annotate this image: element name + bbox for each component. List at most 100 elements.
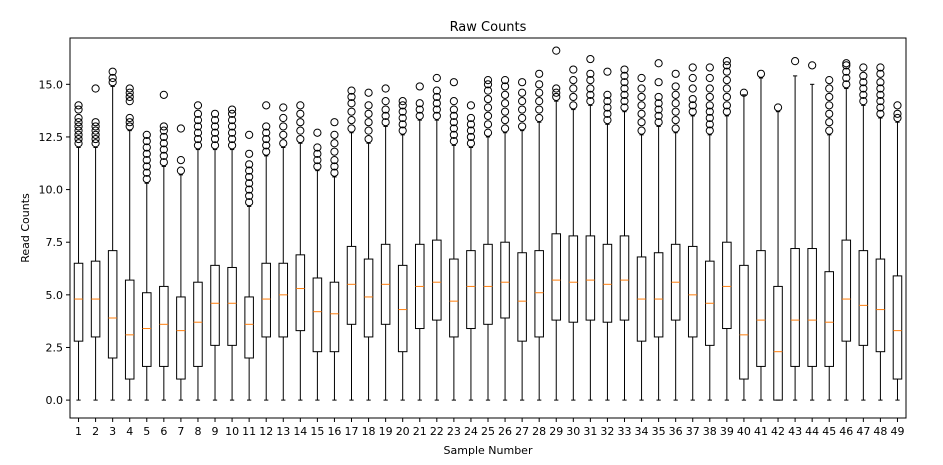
- box-sample-7: [176, 124, 186, 401]
- outlier-point: [671, 69, 680, 78]
- outlier-point: [637, 73, 646, 83]
- box-iqr: [551, 233, 562, 321]
- outlier-point: [603, 116, 612, 125]
- outlier-point: [398, 107, 407, 116]
- outlier-point: [142, 174, 151, 184]
- outlier-point: [432, 73, 441, 83]
- outlier-point: [74, 134, 83, 144]
- outlier-point: [825, 101, 834, 110]
- x-tick-label: 12: [259, 425, 273, 438]
- outlier-point: [859, 84, 868, 93]
- outlier-point: [381, 118, 390, 127]
- outlier-point: [125, 118, 134, 127]
- outlier-point: [535, 69, 544, 78]
- outlier-point: [876, 109, 885, 118]
- box-sample-14: [295, 101, 306, 401]
- box-sample-5: [142, 130, 152, 401]
- outlier-point: [347, 92, 356, 102]
- outlier-point: [705, 120, 714, 129]
- outlier-point: [483, 128, 493, 137]
- outlier-point: [569, 84, 578, 93]
- outlier-point: [296, 109, 305, 118]
- box-sample-22: [432, 73, 442, 401]
- outlier-point: [142, 168, 151, 177]
- outlier-point: [773, 103, 783, 112]
- outlier-point: [193, 116, 203, 125]
- outlier-point: [535, 113, 544, 123]
- box-iqr: [773, 285, 783, 401]
- outlier-point: [74, 139, 83, 148]
- y-tick-label: 12.5: [39, 131, 64, 144]
- box-iqr: [142, 292, 152, 367]
- outlier-point: [193, 128, 203, 137]
- outlier-point: [262, 128, 271, 137]
- outlier-point: [671, 107, 680, 116]
- outlier-point: [142, 149, 151, 158]
- outlier-point: [262, 134, 271, 144]
- outlier-point: [825, 92, 834, 102]
- box-sample-39: [722, 57, 732, 401]
- outlier-point: [245, 172, 254, 182]
- box-iqr: [363, 258, 374, 338]
- outlier-point: [637, 101, 646, 110]
- outlier-point: [313, 162, 322, 171]
- outlier-point: [876, 63, 885, 72]
- x-tick-label: 16: [327, 425, 341, 438]
- outlier-point: [535, 97, 544, 106]
- outlier-point: [722, 92, 731, 102]
- box-sample-43: [790, 57, 800, 401]
- outlier-point: [91, 118, 100, 127]
- outlier-point: [569, 76, 578, 85]
- x-axis: 1 2 3 4 5 6 7 8 9 10 11 12 13 14 15 16 17 18 19 20 21 22 23 24 2…: [75, 418, 904, 438]
- outlier-point: [227, 109, 237, 118]
- y-tick-label: 15.0: [39, 78, 64, 91]
- outlier-point: [210, 116, 220, 125]
- outlier-point: [552, 46, 561, 55]
- x-tick-label: 19: [379, 425, 393, 438]
- outlier-point: [381, 105, 390, 114]
- x-tick-label: 42: [771, 425, 785, 438]
- box-iqr: [653, 252, 664, 338]
- box-iqr: [619, 235, 630, 321]
- outlier-point: [705, 92, 714, 102]
- outlier-point: [347, 99, 356, 108]
- outlier-point: [296, 118, 305, 127]
- box-iqr: [73, 262, 84, 342]
- outlier-point: [449, 137, 458, 146]
- box-iqr: [739, 264, 749, 380]
- box-iqr: [807, 248, 817, 367]
- outlier-point: [859, 78, 868, 87]
- x-tick-label: 43: [788, 425, 802, 438]
- x-tick-label: 47: [856, 425, 870, 438]
- outlier-point: [142, 156, 151, 165]
- outlier-point: [227, 141, 237, 150]
- outlier-point: [432, 99, 441, 108]
- outlier-point: [262, 122, 271, 131]
- outlier-point: [756, 69, 766, 78]
- box-iqr: [397, 264, 408, 353]
- outlier-point: [91, 84, 100, 93]
- outlier-point: [603, 109, 612, 118]
- x-tick-label: 21: [413, 425, 427, 438]
- outlier-point: [245, 179, 254, 188]
- box-sample-15: [312, 128, 323, 401]
- outlier-point: [637, 109, 646, 118]
- box-iqr: [602, 243, 613, 323]
- outlier-point: [893, 109, 902, 118]
- outlier-point: [722, 57, 731, 66]
- outlier-point: [722, 107, 731, 116]
- outlier-point: [859, 63, 868, 72]
- outlier-point: [159, 158, 168, 167]
- x-tick-label: 13: [276, 425, 290, 438]
- outlier-point: [193, 101, 203, 110]
- outlier-point: [466, 139, 476, 148]
- box-sample-46: [841, 59, 852, 401]
- outlier-point: [381, 97, 390, 106]
- outlier-point: [313, 143, 322, 152]
- outlier-point: [279, 139, 288, 148]
- plot-area: [73, 46, 903, 401]
- box-sample-9: [210, 109, 220, 401]
- box-iqr: [329, 281, 340, 353]
- box-sample-1: [73, 101, 84, 401]
